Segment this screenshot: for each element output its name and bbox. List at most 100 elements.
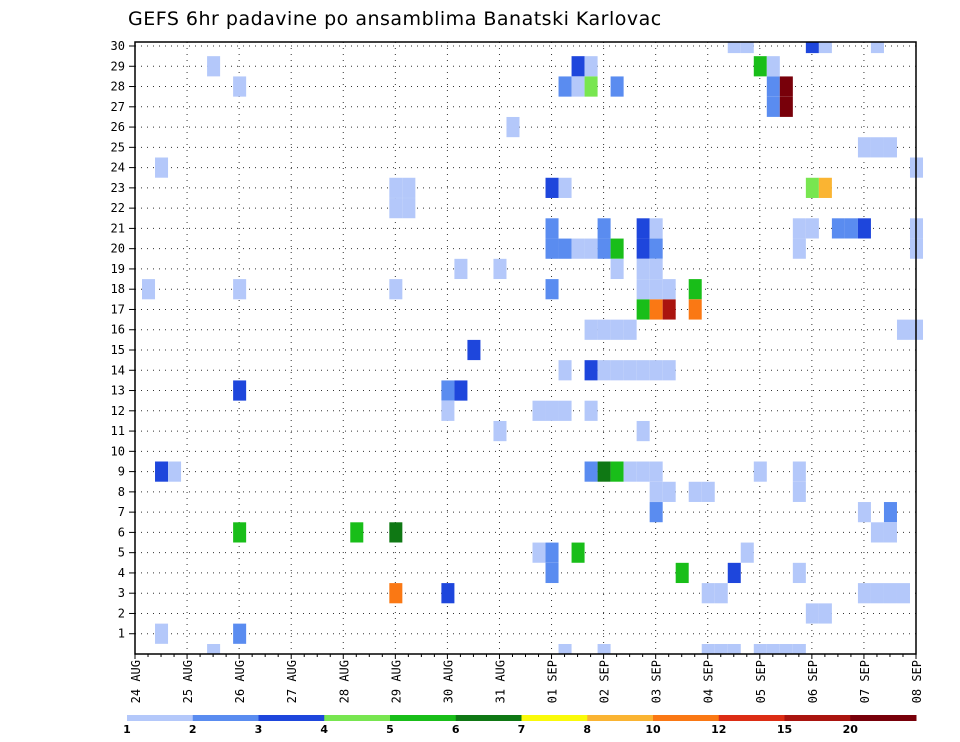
- heatmap-cell: [883, 583, 897, 604]
- heatmap-cell: [545, 279, 559, 300]
- y-tick-label: 16: [111, 323, 125, 337]
- y-tick-label: 21: [111, 221, 125, 235]
- heatmap-cell: [545, 542, 559, 563]
- heatmap-cell: [636, 299, 650, 320]
- x-tick-label: 25 AUG: [181, 660, 195, 703]
- colorbar-label: 8: [583, 723, 591, 736]
- heatmap-cell: [207, 56, 221, 77]
- y-tick-label: 9: [118, 465, 125, 479]
- chart-title: GEFS 6hr padavine po ansamblima Banatski…: [128, 8, 662, 30]
- heatmap-cell: [584, 400, 598, 421]
- heatmap-cell: [883, 502, 897, 523]
- x-tick-label: 29 AUG: [389, 660, 403, 703]
- heatmap-cell: [818, 177, 832, 198]
- heatmap-cell: [207, 644, 221, 654]
- colorbar-label: 10: [645, 723, 661, 736]
- heatmap-cell: [610, 258, 624, 280]
- heatmap-cell: [792, 562, 806, 584]
- heatmap-cell: [506, 116, 520, 138]
- heatmap-cell: [779, 96, 793, 117]
- heatmap-cell: [792, 461, 806, 482]
- y-tick-label: 20: [111, 242, 125, 256]
- heatmap-cell: [779, 644, 793, 654]
- heatmap-cell: [454, 380, 468, 401]
- y-tick-label: 10: [111, 444, 125, 458]
- heatmap-cell: [389, 198, 403, 219]
- heatmap-cell: [168, 461, 182, 482]
- colorbar-label: 1: [123, 723, 131, 736]
- y-tick-label: 29: [111, 59, 125, 73]
- y-tick-label: 25: [111, 140, 125, 154]
- colorbar-swatch: [521, 715, 588, 721]
- heatmap-cell: [857, 502, 871, 523]
- heatmap-cell: [883, 522, 897, 543]
- y-tick-label: 27: [111, 100, 125, 114]
- heatmap-cell: [155, 157, 169, 178]
- y-tick-label: 14: [111, 363, 125, 377]
- x-tick-label: 02 SEP: [598, 660, 612, 703]
- heatmap-cell: [636, 461, 650, 482]
- heatmap-cell: [571, 76, 585, 97]
- x-tick-label: 26 AUG: [233, 660, 247, 703]
- heatmap-cell: [389, 583, 403, 604]
- heatmap-cell: [792, 481, 806, 502]
- heatmap-cell: [727, 562, 741, 584]
- y-tick-label: 18: [111, 282, 125, 296]
- y-tick-label: 5: [118, 546, 125, 560]
- cells-layer: [142, 42, 924, 654]
- heatmap-cell: [584, 56, 598, 77]
- heatmap-cell: [545, 238, 559, 259]
- heatmap-cell: [610, 461, 624, 482]
- heatmap-cell: [870, 42, 884, 54]
- y-tick-label: 11: [111, 424, 125, 438]
- x-tick-label: 05 SEP: [754, 660, 768, 703]
- colorbar-swatch: [390, 715, 457, 721]
- heatmap-cell: [805, 42, 819, 54]
- x-tick-label: 24 AUG: [129, 660, 143, 703]
- heatmap-cell: [857, 583, 871, 604]
- heatmap-cell: [545, 177, 559, 198]
- heatmap-cell: [532, 400, 546, 421]
- heatmap-cell: [701, 644, 715, 654]
- y-tick-label: 22: [111, 201, 125, 215]
- heatmap-cell: [558, 360, 572, 381]
- heatmap-cell: [584, 76, 598, 97]
- heatmap-cell: [779, 76, 793, 97]
- x-tick-label: 08 SEP: [910, 660, 924, 703]
- heatmap-cell: [545, 218, 559, 239]
- heatmap-cell: [441, 583, 455, 604]
- heatmap-cell: [610, 76, 624, 97]
- heatmap-cell: [896, 583, 910, 604]
- heatmap-cell: [649, 299, 663, 320]
- y-axis: 1234567891011121314151617181920212223242…: [111, 39, 135, 641]
- colorbar-swatch: [127, 715, 194, 721]
- heatmap-cell: [597, 319, 611, 340]
- heatmap-cell: [662, 279, 676, 300]
- heatmap-cell: [233, 279, 247, 300]
- heatmap-cell: [805, 218, 819, 239]
- heatmap-cell: [870, 522, 884, 543]
- heatmap-cell: [597, 360, 611, 381]
- heatmap-cell: [233, 623, 247, 644]
- y-tick-label: 19: [111, 262, 125, 276]
- heatmap-cell: [740, 542, 754, 563]
- heatmap-cell: [649, 238, 663, 259]
- heatmap-cell: [402, 198, 416, 219]
- heatmap-cell: [558, 400, 572, 421]
- colorbar-swatch: [718, 715, 785, 721]
- colorbar-label: 4: [320, 723, 328, 736]
- y-tick-label: 13: [111, 384, 125, 398]
- heatmap-cell: [701, 583, 715, 604]
- heatmap-cell: [558, 238, 572, 259]
- heatmap-cell: [753, 461, 767, 482]
- colorbar-label: 7: [518, 723, 526, 736]
- heatmap-cell: [857, 137, 871, 158]
- heatmap-cell: [688, 481, 702, 502]
- colorbar-swatch: [258, 715, 325, 721]
- heatmap-cell: [701, 481, 715, 502]
- heatmap-cell: [792, 238, 806, 259]
- colorbar-swatch: [587, 715, 654, 721]
- heatmap-cell: [558, 644, 572, 654]
- heatmap-cell: [649, 461, 663, 482]
